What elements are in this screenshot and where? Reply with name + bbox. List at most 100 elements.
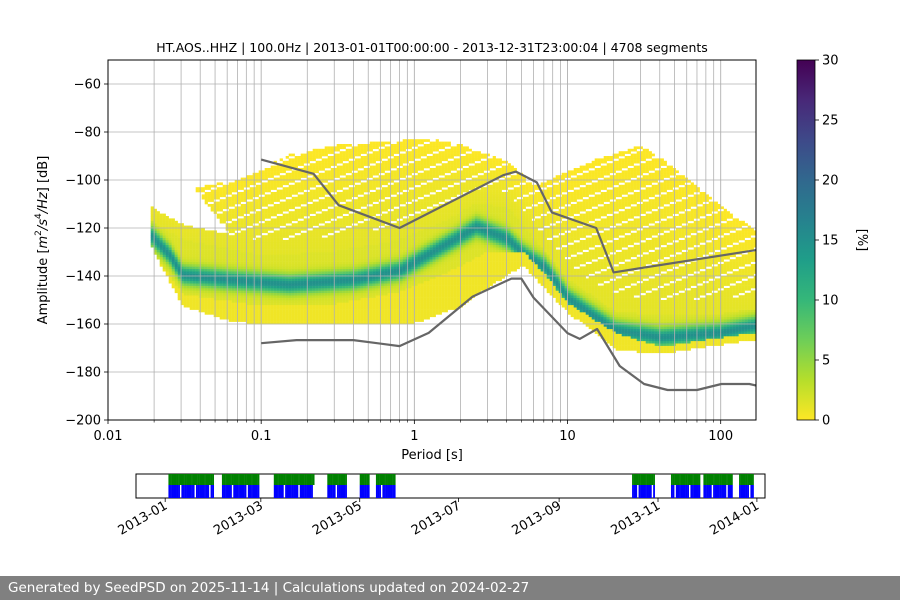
density-cell <box>168 254 172 258</box>
density-cell <box>354 252 358 255</box>
density-cell <box>258 314 262 318</box>
density-cell <box>246 304 250 308</box>
density-cell <box>324 172 328 176</box>
density-cell <box>324 256 328 260</box>
density-cell <box>243 261 247 265</box>
density-cell <box>342 218 346 222</box>
density-cell <box>375 158 379 162</box>
density-cell <box>357 247 361 250</box>
density-cell <box>201 304 205 308</box>
density-cell <box>390 321 394 325</box>
density-cell <box>219 261 223 265</box>
density-cell <box>327 204 331 207</box>
density-cell <box>291 237 295 241</box>
density-cell <box>357 216 361 219</box>
density-cell <box>177 285 181 289</box>
density-cell <box>369 172 373 176</box>
density-cell <box>330 225 334 229</box>
density-cell <box>258 276 262 279</box>
density-cell <box>222 249 226 253</box>
density-cell <box>162 264 166 267</box>
density-cell <box>396 151 400 154</box>
density-cell <box>183 225 187 229</box>
density-cell <box>312 278 316 282</box>
density-cell <box>273 268 277 272</box>
density-cell <box>384 278 388 282</box>
density-cell <box>303 196 307 200</box>
density-cell <box>381 213 385 217</box>
density-cell <box>312 254 316 258</box>
density-cell <box>396 295 400 298</box>
density-cell <box>279 189 283 193</box>
density-cell <box>180 232 184 236</box>
density-cell <box>408 218 412 222</box>
density-cell <box>201 288 205 291</box>
density-cell <box>189 285 193 289</box>
density-cell <box>306 268 310 272</box>
density-cell <box>339 168 343 171</box>
density-cell <box>207 304 211 308</box>
density-cell <box>273 247 277 250</box>
density-cell <box>282 261 286 265</box>
density-cell <box>339 319 343 322</box>
density-cell <box>363 211 367 214</box>
density-cell <box>297 280 301 284</box>
density-cell <box>411 240 415 243</box>
density-cell <box>333 271 337 274</box>
density-cell <box>357 268 361 272</box>
density-cell <box>312 216 316 219</box>
density-cell <box>396 223 400 226</box>
density-cell <box>180 252 184 255</box>
density-cell <box>375 314 379 318</box>
density-cell <box>264 285 268 289</box>
density-cell <box>393 309 397 313</box>
density-cell <box>303 261 307 265</box>
density-cell <box>297 249 301 253</box>
density-cell <box>384 244 388 248</box>
density-cell <box>294 228 298 231</box>
density-cell <box>288 232 292 236</box>
density-cell <box>159 242 163 246</box>
density-cell <box>267 256 271 260</box>
density-cell <box>180 228 184 231</box>
density-cell <box>288 278 292 282</box>
density-cell <box>165 273 169 277</box>
density-cell <box>279 256 283 260</box>
density-cell <box>285 242 289 246</box>
density-cell <box>189 292 193 296</box>
density-cell <box>369 156 373 159</box>
density-cell <box>306 271 310 274</box>
density-cell <box>381 309 385 313</box>
density-cell <box>402 240 406 243</box>
density-cell <box>399 271 403 274</box>
density-cell <box>399 304 403 308</box>
density-cell <box>171 266 175 270</box>
density-cell <box>411 237 415 241</box>
density-cell <box>264 276 268 279</box>
density-cell <box>303 158 307 162</box>
density-cell <box>393 177 397 181</box>
density-cell <box>354 204 358 207</box>
density-cell <box>309 153 313 157</box>
density-cell <box>330 213 334 217</box>
density-cell <box>363 297 367 301</box>
density-cell <box>207 271 211 274</box>
density-cell <box>375 199 379 202</box>
density-cell <box>267 244 271 248</box>
density-cell <box>150 225 154 229</box>
density-cell <box>249 316 253 320</box>
density-cell <box>411 216 415 219</box>
density-cell <box>408 194 412 198</box>
density-cell <box>333 211 337 214</box>
density-cell <box>339 211 343 214</box>
density-cell <box>273 304 277 308</box>
density-cell <box>372 177 376 181</box>
density-cell <box>408 225 412 229</box>
density-cell <box>270 312 274 315</box>
density-cell <box>189 242 193 246</box>
density-cell <box>207 285 211 289</box>
density-cell <box>396 232 400 236</box>
density-cell <box>375 156 379 159</box>
density-cell <box>318 247 322 250</box>
density-cell <box>258 175 262 178</box>
